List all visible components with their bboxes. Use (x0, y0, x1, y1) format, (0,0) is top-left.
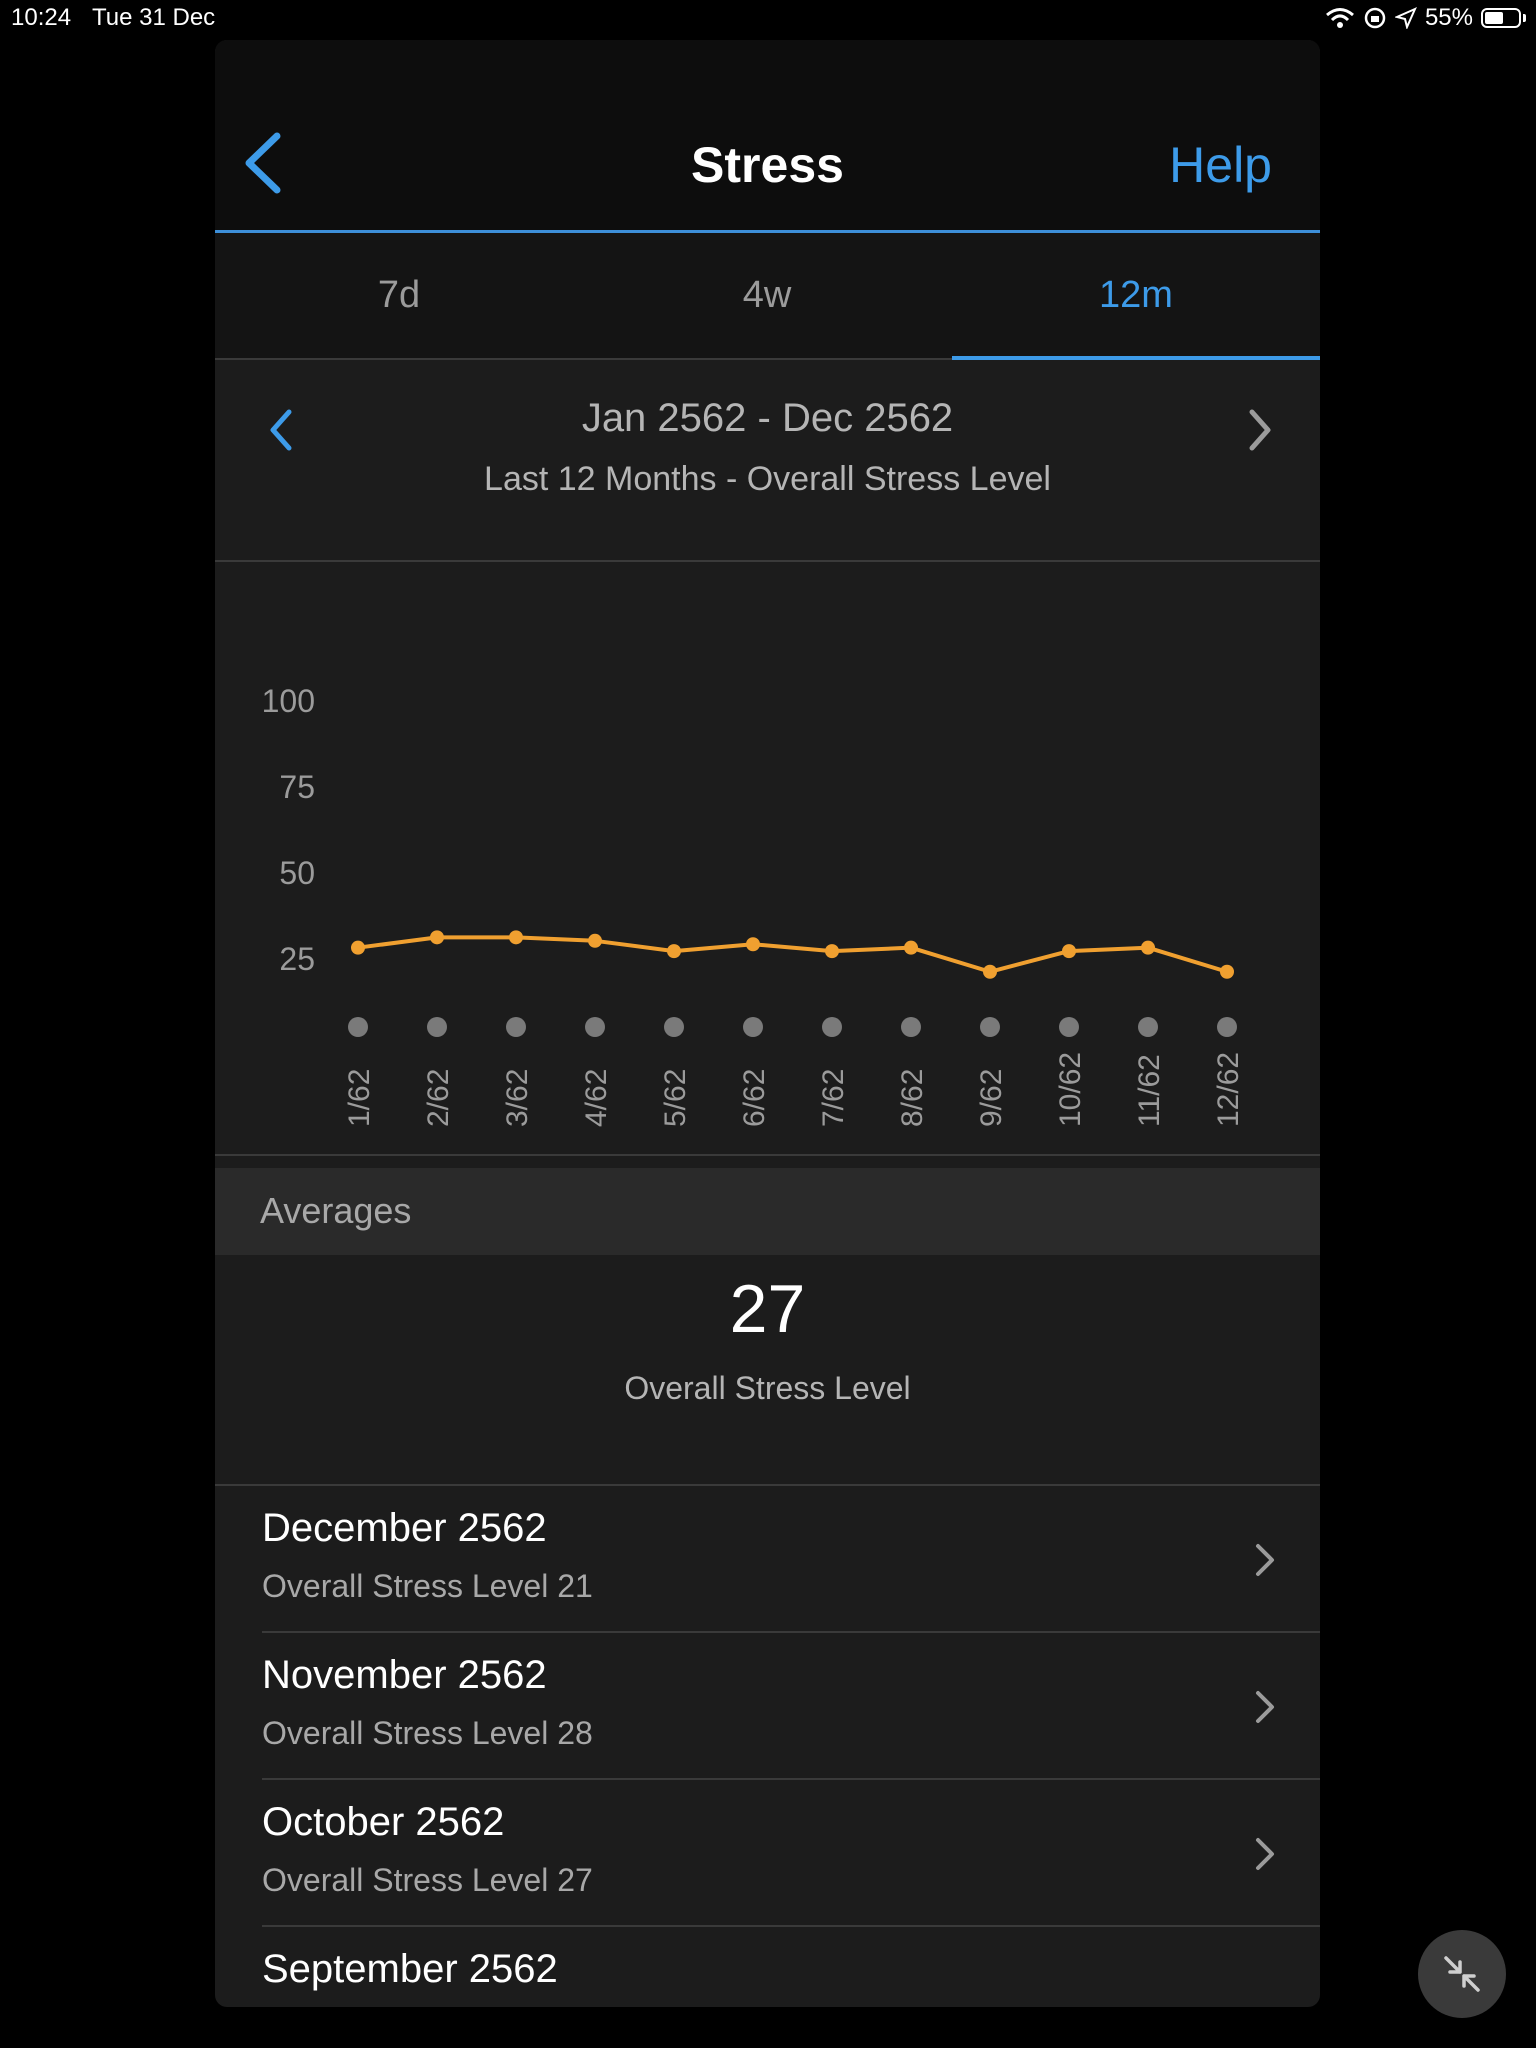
stress-chart: 25 50 75 100 1/62 2/62 3/62 4/62 5/62 6/62 7/62 8/6… (215, 562, 1320, 1156)
data-point[interactable] (430, 930, 444, 945)
chevron-right-icon (1256, 1544, 1274, 1576)
x-tick-label: 5/62 (659, 1069, 692, 1127)
month-row-september[interactable]: September 2562 (215, 1927, 1320, 2007)
month-row-december[interactable]: December 2562 Overall Stress Level 21 (215, 1486, 1320, 1633)
orientation-lock-icon (1364, 7, 1386, 29)
date-range-bar: Jan 2562 - Dec 2562 Last 12 Months - Ove… (215, 360, 1320, 562)
month-subtitle: Overall Stress Level 27 (262, 1862, 593, 1898)
page-title: Stress (691, 137, 844, 193)
month-title: November 2562 (262, 1653, 547, 1697)
x-tick-label: 10/62 (1054, 1052, 1087, 1127)
status-time: 10:24 (11, 4, 72, 31)
battery-tip (1523, 14, 1526, 22)
status-date: Tue 31 Dec (92, 4, 216, 31)
battery-percent: 55% (1424, 4, 1473, 31)
stress-chart-svg: 25 50 75 100 1/62 2/62 3/62 4/62 5/62 6/62 7/62 8/6… (262, 683, 1245, 1127)
battery-icon (1481, 8, 1521, 28)
data-point[interactable] (1141, 940, 1155, 955)
chevron-right-icon (1256, 1691, 1274, 1723)
category-marker[interactable] (822, 1017, 842, 1037)
category-marker[interactable] (427, 1017, 447, 1037)
help-button[interactable]: Help (1169, 137, 1272, 193)
chevron-right-icon (1256, 1838, 1274, 1870)
next-range-icon[interactable] (1240, 400, 1280, 460)
category-marker[interactable] (1138, 1017, 1158, 1037)
series-line (357, 935, 1228, 974)
period-tabs: 7d 4w 12m (215, 233, 1320, 360)
y-tick-label: 50 (279, 855, 315, 891)
data-point[interactable] (904, 940, 918, 955)
status-bar: 10:24 Tue 31 Dec 55% (0, 0, 1536, 36)
averages-header: Averages (215, 1168, 1320, 1255)
tab-4w[interactable]: 4w (742, 274, 792, 316)
x-tick-label: 3/62 (501, 1069, 534, 1127)
month-subtitle: Overall Stress Level 28 (262, 1715, 593, 1751)
location-icon (1394, 7, 1417, 29)
data-point[interactable] (1062, 944, 1076, 959)
x-tick-label: 2/62 (422, 1069, 455, 1127)
category-marker[interactable] (901, 1017, 921, 1037)
x-tick-label: 11/62 (1133, 1054, 1166, 1127)
month-list: December 2562 Overall Stress Level 21 No… (215, 1484, 1320, 2007)
month-row-october[interactable]: October 2562 Overall Stress Level 27 (215, 1780, 1320, 1927)
month-title: December 2562 (262, 1506, 547, 1550)
collapse-icon (1444, 1956, 1480, 1992)
average-label: Overall Stress Level (624, 1370, 911, 1406)
category-marker[interactable] (506, 1017, 526, 1037)
date-range-subtitle: Last 12 Months - Overall Stress Level (484, 460, 1051, 498)
nav-header: Stress Help (215, 40, 1320, 233)
y-tick-label: 75 (279, 769, 315, 805)
data-point[interactable] (983, 964, 997, 979)
category-marker[interactable] (980, 1017, 1000, 1037)
month-title: October 2562 (262, 1800, 505, 1844)
x-tick-label: 8/62 (896, 1069, 929, 1127)
data-point[interactable] (351, 940, 365, 955)
wifi-icon (1325, 8, 1354, 28)
category-marker[interactable] (348, 1017, 368, 1037)
tab-12m[interactable]: 12m (952, 233, 1320, 360)
averages-label: Averages (260, 1190, 412, 1231)
x-tick-label: 12/62 (1212, 1052, 1245, 1127)
app-panel: Stress Help 7d 4w 12m Jan 2562 - Dec 256… (215, 40, 1320, 2007)
x-tick-label: 7/62 (817, 1069, 850, 1127)
date-range-title: Jan 2562 - Dec 2562 (581, 396, 954, 440)
month-title: September 2562 (262, 1947, 558, 1991)
chevron-left-icon[interactable] (235, 128, 295, 198)
x-tick-label: 6/62 (738, 1069, 771, 1127)
category-marker[interactable] (1059, 1017, 1079, 1037)
status-indicators: 55% (1325, 4, 1526, 32)
data-point[interactable] (746, 937, 760, 952)
category-marker[interactable] (1217, 1017, 1237, 1037)
data-point[interactable] (667, 944, 681, 959)
y-tick-label: 25 (279, 941, 315, 977)
y-tick-label: 100 (262, 683, 315, 719)
previous-range-icon[interactable] (261, 400, 301, 460)
category-marker[interactable] (664, 1017, 684, 1037)
data-point[interactable] (588, 933, 602, 948)
category-marker[interactable] (743, 1017, 763, 1037)
data-point[interactable] (825, 944, 839, 959)
tab-7d[interactable]: 7d (377, 274, 421, 316)
x-tick-label: 9/62 (975, 1069, 1008, 1127)
category-marker[interactable] (585, 1017, 605, 1037)
x-tick-label: 4/62 (580, 1069, 613, 1127)
data-point[interactable] (1220, 964, 1234, 979)
collapse-button[interactable] (1418, 1930, 1506, 2018)
x-tick-label: 1/62 (343, 1069, 376, 1127)
data-point[interactable] (509, 930, 523, 945)
average-value: 27 (729, 1271, 806, 1347)
month-row-november[interactable]: November 2562 Overall Stress Level 28 (215, 1633, 1320, 1780)
month-subtitle: Overall Stress Level 21 (262, 1568, 593, 1604)
